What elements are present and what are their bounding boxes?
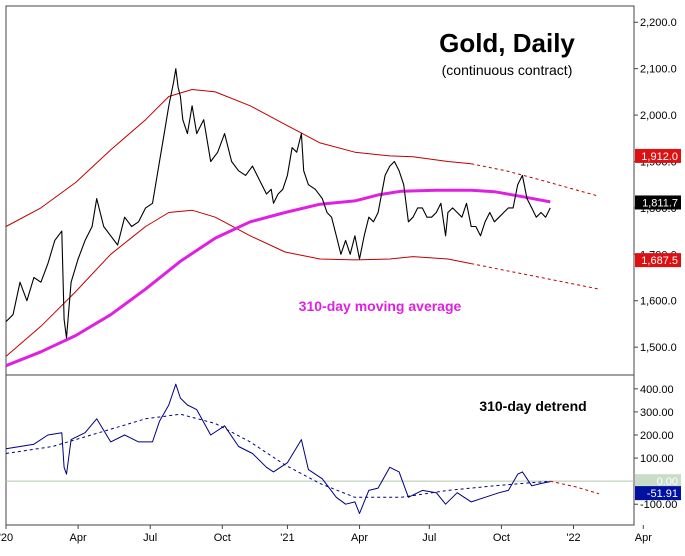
value-tag-label: 1,811.7: [642, 197, 678, 209]
value-tag-label: 1,687.5: [641, 255, 678, 267]
detrend-y-tick-label: 200.00: [640, 430, 674, 442]
price-y-tick-label: 1,500.0: [640, 342, 677, 354]
x-tick-label: Apr: [635, 532, 652, 544]
value-tag-label: 0.00: [657, 476, 678, 488]
detrend-label: 310-day detrend: [479, 398, 586, 414]
price-y-tick-label: 2,200.0: [640, 17, 677, 29]
moving-average-label: 310-day moving average: [299, 298, 462, 314]
x-axis: '20 Apr Jul Oct '21 Apr Jul Oct '22 Apr: [0, 525, 652, 544]
detrend-smooth-line: [5, 413, 551, 498]
x-tick-label: '21: [280, 532, 294, 544]
moving-average-line: [5, 188, 551, 368]
price-y-tick-label: 2,100.0: [640, 64, 677, 76]
upper-band-line: [5, 89, 472, 227]
detrend-y-tick-label: 300.00: [640, 407, 674, 419]
detrend-y-tick-label: -100.00: [640, 499, 677, 511]
value-tag-box: [635, 195, 681, 210]
price-y-tick-label: 2,000.0: [640, 110, 677, 122]
detrend-y-axis: 400.00 300.00 200.00 100.00 -100.00: [6, 384, 677, 511]
value-tags: 1,912.0 1,811.7 1,687.5 0.00-51.91: [635, 148, 681, 501]
detrend-y-tick-label: 100.00: [640, 453, 674, 465]
value-tag-label: 1,912.0: [641, 151, 678, 163]
x-tick-label: Apr: [351, 532, 368, 544]
x-tick-label: Jul: [143, 532, 157, 544]
x-tick-label: Apr: [70, 532, 87, 544]
x-tick-label: Oct: [214, 532, 231, 544]
lower-band-projection-line: [471, 263, 600, 290]
value-tag-box: [635, 148, 681, 163]
detrend-line: [5, 383, 551, 514]
chart-title: Gold, Daily: [439, 28, 575, 58]
value-tag-box: [635, 486, 681, 501]
x-tick-label: '22: [566, 532, 580, 544]
x-tick-label: '20: [0, 532, 13, 544]
price-y-tick-label: 1,600.0: [640, 296, 677, 308]
detrend-y-tick-label: 400.00: [640, 384, 674, 396]
value-tag-box: [635, 474, 681, 489]
x-tick-label: Oct: [493, 532, 510, 544]
value-tag-label: -51.91: [647, 488, 678, 500]
price-line: [5, 68, 551, 339]
price-series-group: [5, 68, 600, 368]
price-y-axis: 2,200.02,100.02,000.01,900.01,800.01,700…: [634, 17, 677, 354]
chart-subtitle: (continuous contract): [442, 62, 573, 78]
detrend-series-group: [5, 383, 600, 514]
value-tag-box: [635, 253, 681, 268]
x-tick-label: Jul: [422, 532, 436, 544]
lower-band-line: [5, 209, 472, 357]
detrend-projection-line: [550, 480, 600, 495]
